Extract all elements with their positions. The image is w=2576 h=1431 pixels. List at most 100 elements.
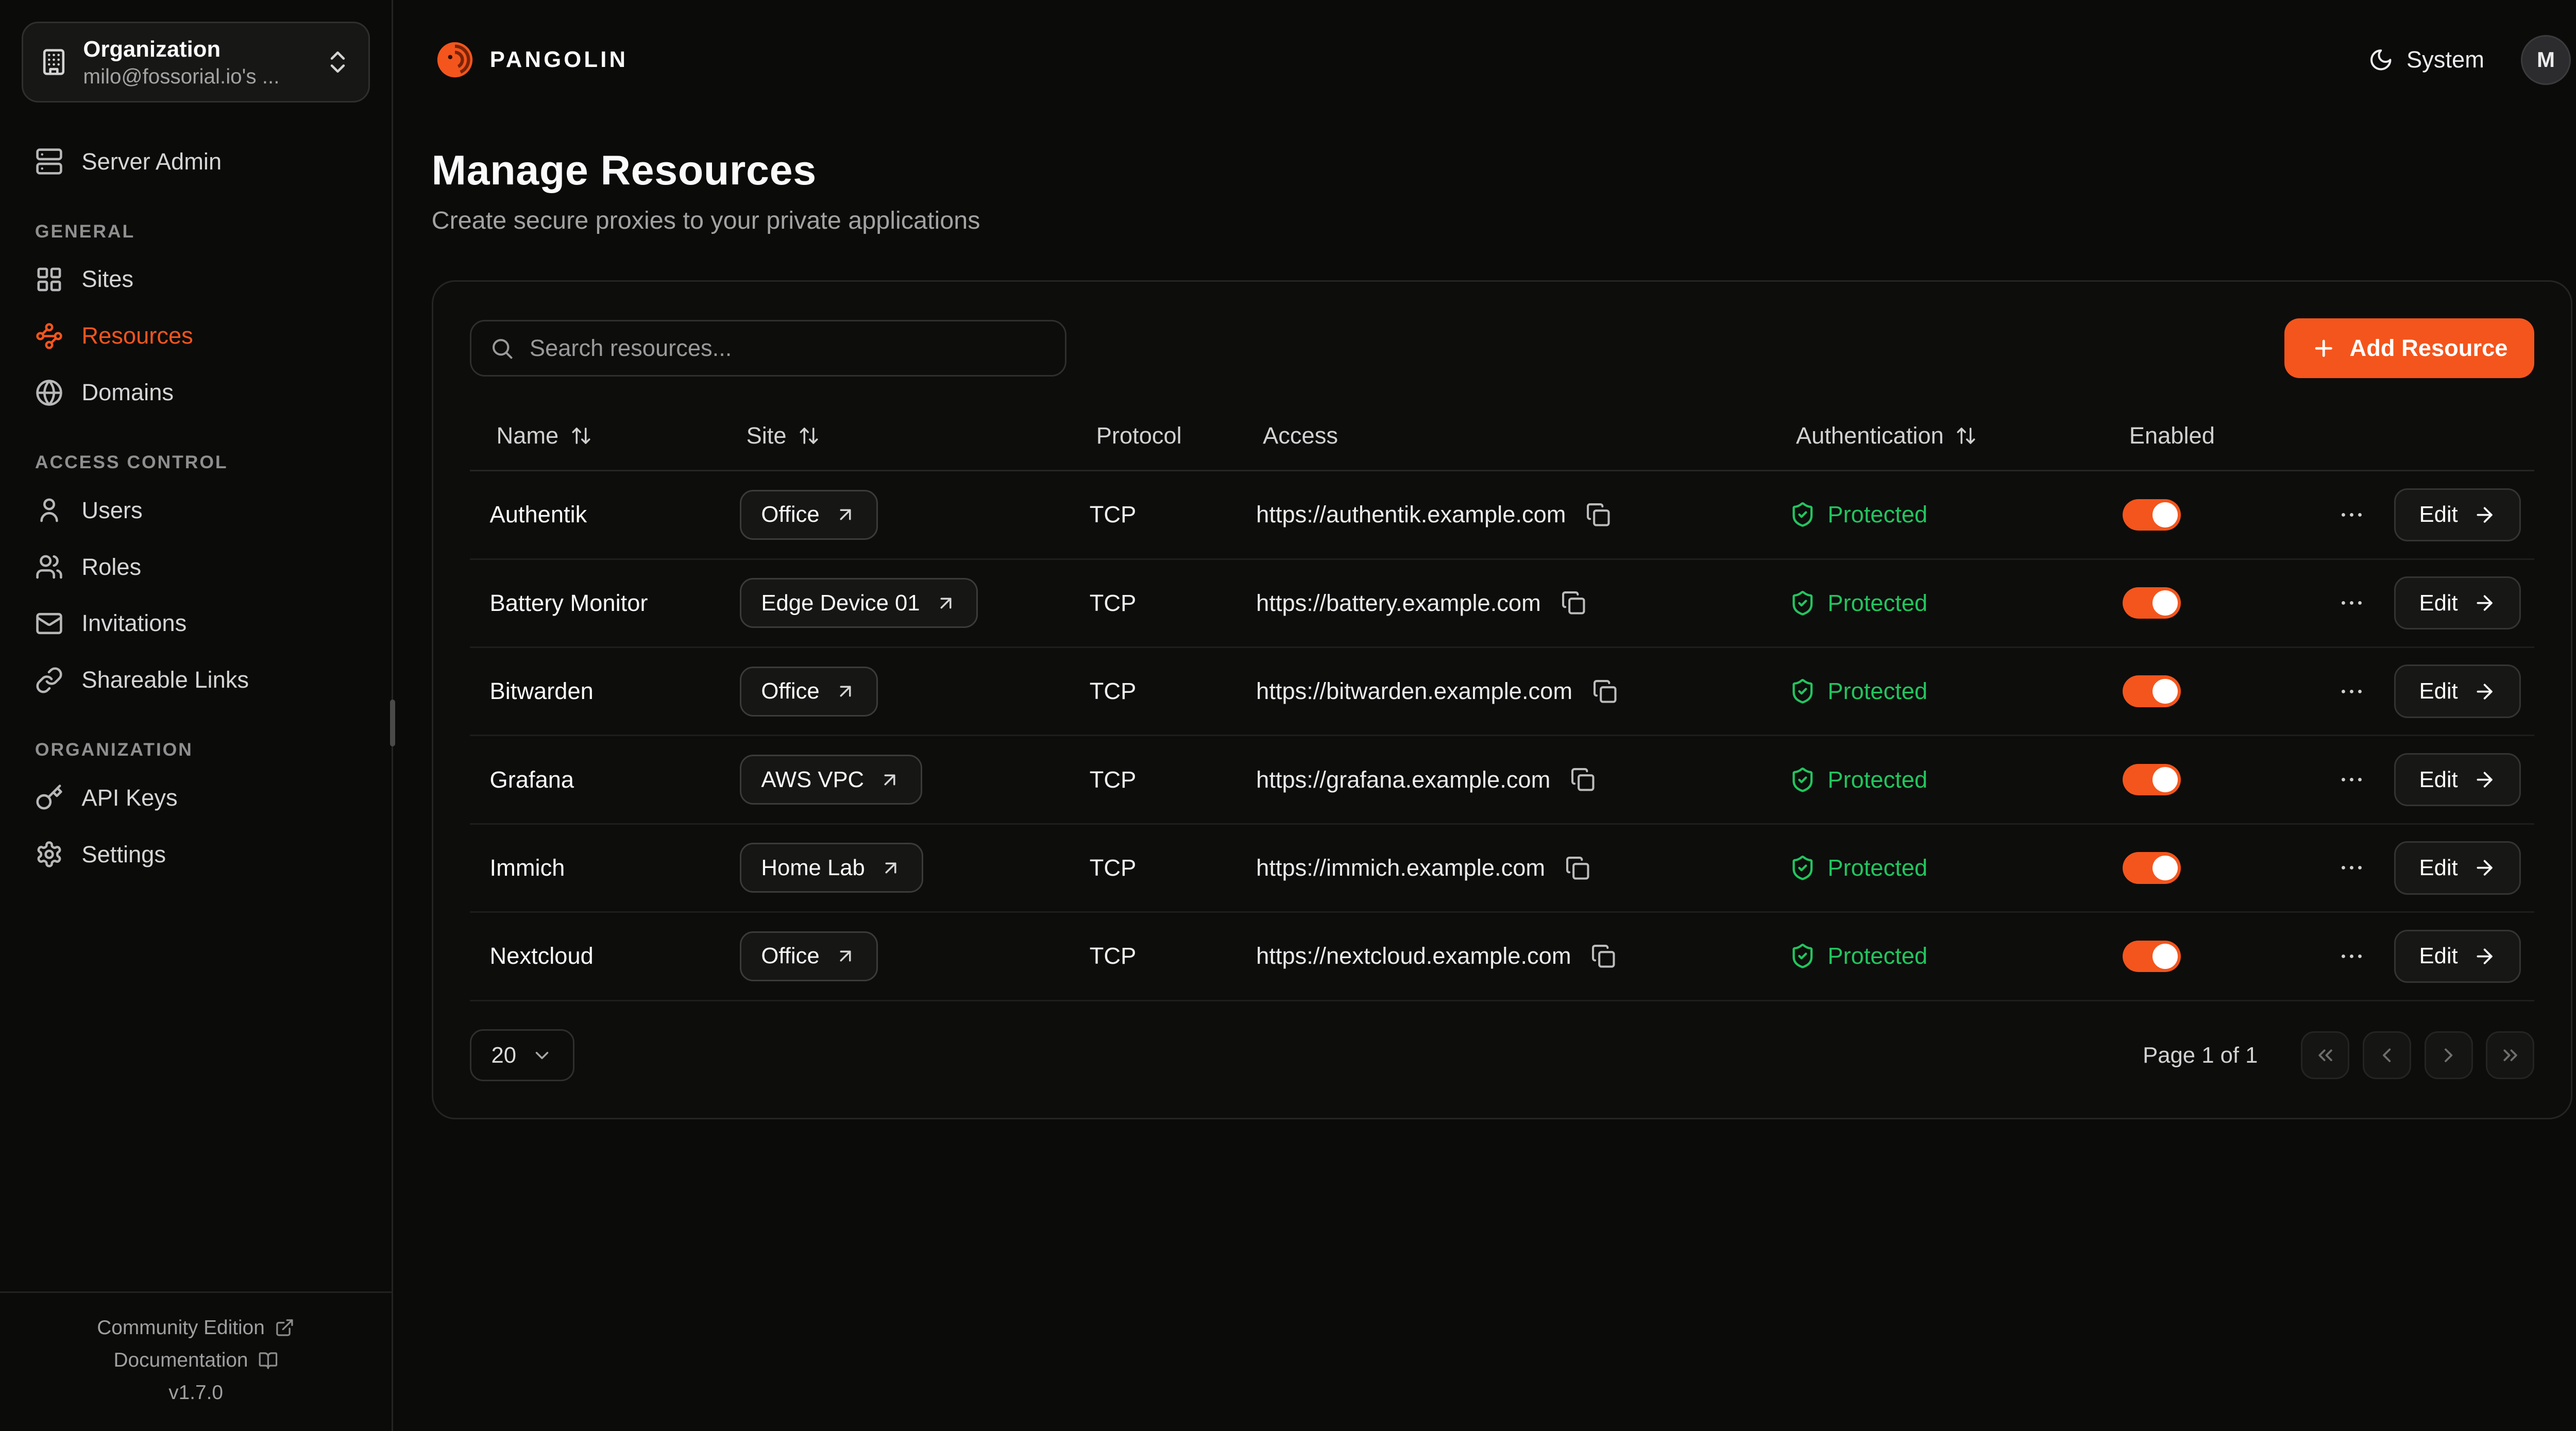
column-header-authentication[interactable]: Authentication [1769, 422, 2103, 449]
theme-selector[interactable]: System [2368, 46, 2484, 73]
add-resource-button[interactable]: Add Resource [2284, 318, 2535, 379]
search-box [469, 319, 1066, 377]
first-page-button[interactable] [2301, 1031, 2350, 1080]
protocol: TCP [1089, 678, 1137, 705]
resources-table: Name Site Protocol Access [469, 401, 2535, 1001]
site-link[interactable]: Edge Device 01 [739, 578, 978, 628]
column-header-enabled: Enabled [2103, 422, 2311, 449]
auth-cell: Protected [1769, 855, 2103, 881]
edit-button[interactable]: Edit [2394, 929, 2521, 983]
row-menu-button[interactable] [2334, 939, 2369, 974]
copy-url-button[interactable] [1567, 764, 1599, 795]
sidebar-item-roles[interactable]: Roles [22, 541, 370, 592]
column-label: Name [496, 422, 559, 449]
page-size-select[interactable]: 20 [469, 1029, 574, 1081]
plus-icon [2311, 336, 2336, 361]
enabled-toggle[interactable] [2122, 852, 2181, 884]
enabled-toggle[interactable] [2122, 940, 2181, 973]
resource-name: Grafana [489, 766, 574, 793]
previous-page-button[interactable] [2363, 1031, 2411, 1080]
sidebar-item-label: Server Admin [81, 148, 222, 175]
protocol: TCP [1089, 501, 1137, 528]
sidebar-item-domains[interactable]: Domains [22, 367, 370, 418]
edit-button[interactable]: Edit [2394, 753, 2521, 807]
enabled-toggle[interactable] [2122, 763, 2181, 796]
row-menu-button[interactable] [2334, 762, 2369, 797]
sidebar-item-label: Settings [81, 841, 166, 867]
site-cell: AWS VPC [720, 755, 1070, 805]
copy-url-button[interactable] [1589, 675, 1620, 707]
site-link[interactable]: AWS VPC [739, 755, 922, 805]
sidebar-item-label: Invitations [81, 610, 187, 637]
copy-url-button[interactable] [1557, 587, 1589, 619]
sidebar-scrollbar-thumb[interactable] [389, 700, 395, 746]
sort-icon [570, 425, 592, 447]
edit-button[interactable]: Edit [2394, 576, 2521, 630]
next-page-button[interactable] [2424, 1031, 2473, 1080]
arrow-up-right-icon [835, 680, 856, 702]
sidebar-item-resources[interactable]: Resources [22, 310, 370, 362]
globe-icon [35, 379, 63, 407]
enabled-toggle[interactable] [2122, 587, 2181, 619]
sidebar-item-shareable-links[interactable]: Shareable Links [22, 654, 370, 706]
protected-badge: Protected [1789, 855, 1927, 881]
protected-badge: Protected [1789, 766, 1927, 793]
row-menu-button[interactable] [2334, 497, 2369, 532]
copy-url-button[interactable] [1583, 499, 1614, 531]
shield-check-icon [1789, 590, 1816, 617]
copy-icon [1586, 502, 1611, 527]
arrow-right-icon [2473, 856, 2496, 879]
site-link[interactable]: Home Lab [739, 843, 923, 893]
copy-icon [1565, 856, 1590, 881]
arrow-right-icon [2473, 591, 2496, 615]
row-menu-button[interactable] [2334, 850, 2369, 885]
avatar[interactable]: M [2521, 35, 2571, 85]
sidebar-item-invitations[interactable]: Invitations [22, 598, 370, 649]
row-menu-button[interactable] [2334, 586, 2369, 621]
sidebar-item-label: Sites [81, 266, 134, 293]
sidebar-item-sites[interactable]: Sites [22, 253, 370, 305]
search-input[interactable] [529, 334, 1046, 362]
sidebar-item-server-admin[interactable]: Server Admin [22, 136, 370, 188]
sidebar-item-settings[interactable]: Settings [22, 829, 370, 880]
sidebar-item-api-keys[interactable]: API Keys [22, 772, 370, 824]
site-link[interactable]: Office [739, 931, 878, 981]
auth-cell: Protected [1769, 766, 2103, 793]
access-cell: https://grafana.example.com [1236, 764, 1769, 795]
sidebar-item-users[interactable]: Users [22, 485, 370, 536]
copy-url-button[interactable] [1588, 941, 1619, 972]
resources-icon [35, 322, 63, 350]
row-menu-button[interactable] [2334, 674, 2369, 709]
column-header-site[interactable]: Site [720, 422, 1070, 449]
access-cell: https://nextcloud.example.com [1236, 941, 1769, 972]
column-header-name[interactable]: Name [470, 422, 720, 449]
enabled-toggle[interactable] [2122, 499, 2181, 531]
org-switcher[interactable]: Organization milo@fossorial.io's ... [22, 22, 370, 103]
toggle-knob [2153, 590, 2178, 616]
auth-label: Protected [1827, 943, 1928, 969]
site-link[interactable]: Office [739, 666, 878, 717]
edit-button[interactable]: Edit [2394, 665, 2521, 718]
sidebar: Organization milo@fossorial.io's ... Ser… [0, 0, 395, 1431]
enabled-toggle[interactable] [2122, 675, 2181, 707]
enabled-cell [2103, 763, 2311, 796]
column-header-access: Access [1236, 422, 1769, 449]
topbar: PANGOLIN System M [393, 0, 2576, 120]
site-link[interactable]: Office [739, 489, 878, 540]
community-edition-link[interactable]: Community Edition [0, 1311, 392, 1344]
protocol: TCP [1089, 589, 1137, 616]
actions-cell: Edit [2311, 665, 2534, 718]
sidebar-item-label: Roles [81, 553, 142, 580]
last-page-button[interactable] [2486, 1031, 2535, 1080]
protocol: TCP [1089, 766, 1137, 793]
copy-icon [1561, 590, 1586, 616]
sidebar-item-label: Domains [81, 379, 174, 406]
table-row: Bitwarden Office TCP https://bitwarden.e… [469, 648, 2535, 737]
documentation-link[interactable]: Documentation [0, 1344, 392, 1376]
chevron-down-icon [531, 1045, 553, 1066]
edit-button[interactable]: Edit [2394, 488, 2521, 542]
ellipsis-icon [2337, 765, 2366, 794]
edit-button[interactable]: Edit [2394, 841, 2521, 895]
copy-url-button[interactable] [1562, 852, 1593, 883]
auth-label: Protected [1827, 501, 1928, 528]
